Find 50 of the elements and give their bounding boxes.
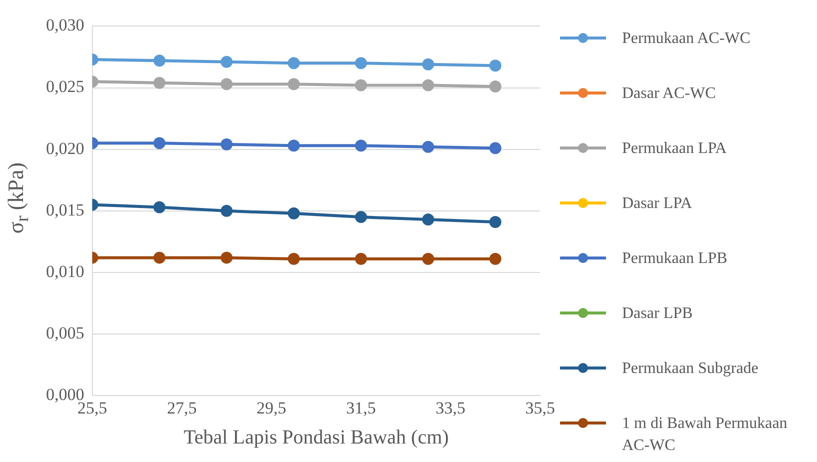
point <box>354 79 367 92</box>
y-tick-label: 0,010 <box>46 262 84 281</box>
point <box>354 211 367 224</box>
point <box>220 138 233 150</box>
point <box>153 252 166 264</box>
x-tick-label: 29,5 <box>256 398 286 418</box>
point <box>489 216 502 228</box>
x-tick-label: 31,5 <box>346 398 376 418</box>
y-tick-label: 0,030 <box>46 16 84 35</box>
point <box>153 201 166 214</box>
legend-label: Permukaan AC-WC <box>622 29 750 49</box>
legend-label: Permukaan LPB <box>622 249 728 269</box>
point <box>288 140 300 152</box>
point <box>220 78 233 90</box>
point <box>288 78 300 90</box>
y-tick-label: 0,005 <box>46 324 84 342</box>
point <box>422 252 434 265</box>
point <box>489 80 502 93</box>
point <box>153 76 166 89</box>
legend-label: 1 m di Bawah Permukaan AC-WC <box>622 414 788 456</box>
point <box>288 207 300 220</box>
point <box>489 60 502 72</box>
point <box>288 252 300 265</box>
point <box>220 204 233 217</box>
point <box>288 57 300 70</box>
point <box>220 252 233 264</box>
point <box>354 252 367 265</box>
y-tick-label: 0,015 <box>46 200 84 220</box>
legend-label: Permukaan LPA <box>622 139 727 159</box>
point <box>220 56 233 68</box>
point <box>422 140 434 153</box>
point <box>489 252 502 265</box>
point <box>354 57 367 70</box>
point <box>422 79 434 92</box>
legend-label: Dasar AC-WC <box>622 84 716 104</box>
y-tick-label: 0,025 <box>46 77 84 96</box>
point <box>422 214 434 226</box>
point <box>153 54 166 67</box>
point <box>422 58 434 70</box>
x-tick-label: 35,5 <box>525 398 555 418</box>
x-tick-label: 33,5 <box>436 398 466 418</box>
legend-label: Dasar LPA <box>622 194 692 214</box>
legend-label: Dasar LPB <box>622 304 693 324</box>
x-tick-label: 27,5 <box>166 398 197 418</box>
x-axis-title: Tebal Lapis Pondasi Bawah (cm) <box>184 426 449 448</box>
point <box>354 140 367 152</box>
point <box>153 137 166 150</box>
point <box>489 142 502 154</box>
legend-label: Permukaan Subgrade <box>622 359 758 379</box>
y-tick-label: 0,020 <box>46 138 84 158</box>
